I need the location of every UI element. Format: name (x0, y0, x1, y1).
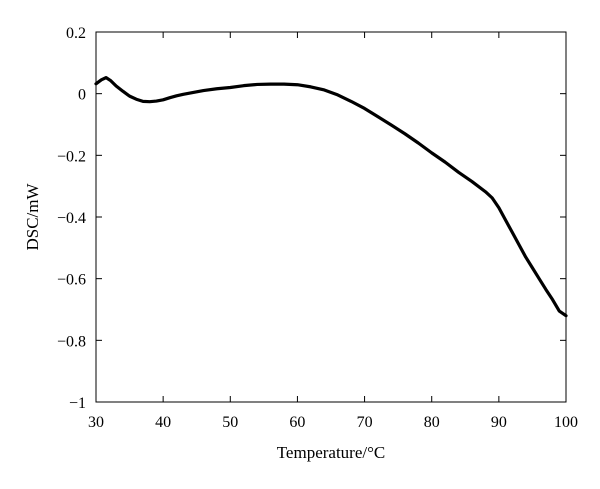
y-tick-label: −0.8 (57, 333, 86, 350)
y-tick-label: −0.6 (57, 272, 86, 289)
x-tick-label: 80 (424, 414, 440, 431)
y-axis-ticks: 0.2 0 −0.2 −0.4 −0.6 −0.8 −1 (57, 25, 566, 412)
x-tick-label: 40 (155, 414, 171, 431)
plot-frame (95, 31, 567, 403)
x-tick-label: 100 (554, 414, 578, 431)
x-tick-label: 50 (222, 414, 238, 431)
y-axis-label: DSC/mW (23, 183, 42, 251)
x-tick-label: 90 (491, 414, 507, 431)
x-tick-label: 60 (289, 414, 305, 431)
x-axis-ticks: 30 40 50 60 70 80 90 100 (88, 32, 578, 431)
y-tick-label: −1 (69, 395, 86, 412)
y-tick-label: 0.2 (66, 25, 86, 42)
dsc-curve (94, 76, 568, 318)
series-layer (94, 76, 568, 318)
x-tick-label: 70 (357, 414, 373, 431)
y-tick-label: 0 (78, 87, 86, 104)
y-tick-label: −0.4 (57, 210, 86, 227)
x-axis-label: Temperature/°C (277, 443, 386, 462)
x-tick-label: 30 (88, 414, 104, 431)
y-tick-label: −0.2 (57, 148, 86, 165)
